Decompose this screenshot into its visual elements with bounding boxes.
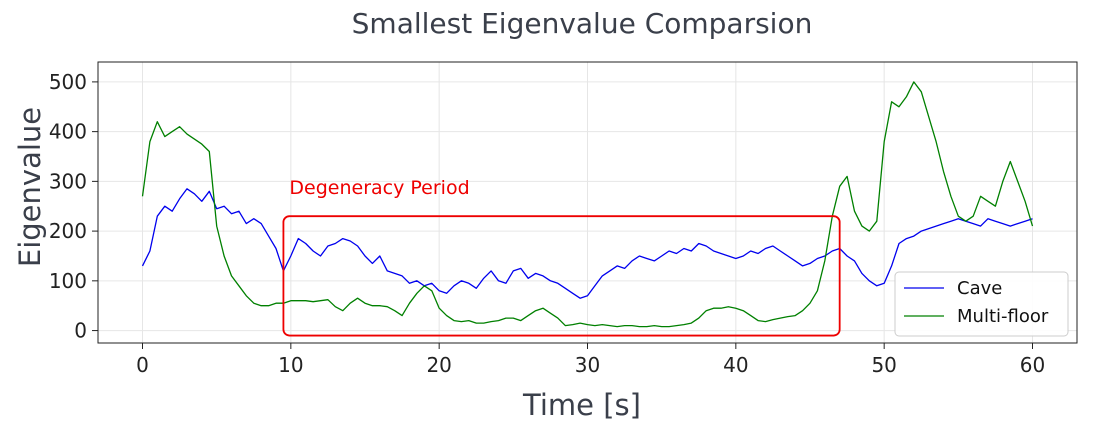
legend: Cave Multi-floor	[894, 271, 1069, 337]
series-group	[141, 81, 1034, 328]
x-axis-label: Time [s]	[522, 388, 641, 422]
y-tick-label: 300	[49, 169, 87, 193]
x-tick-label: 60	[1020, 353, 1045, 377]
chart-title: Smallest Eigenvalue Comparsion	[352, 7, 813, 40]
legend-label-1: Multi-floor	[957, 306, 1049, 327]
series-line-1	[141, 81, 1034, 328]
degeneracy-box	[282, 215, 841, 337]
x-tick-label: 50	[871, 353, 896, 377]
y-tick-label: 0	[74, 319, 87, 343]
series-line-0	[141, 188, 1033, 299]
x-tick-label: 10	[278, 353, 303, 377]
y-axis-label: Eigenvalue	[13, 107, 47, 267]
tick-group: 0 10 20 30 40 50 60 0 100 200 300 400 500	[49, 70, 1045, 377]
x-tick-label: 0	[136, 353, 149, 377]
y-tick-label: 100	[49, 269, 87, 293]
y-tick-label: 400	[49, 120, 87, 144]
annotation-group: Degeneracy Period	[282, 177, 841, 337]
x-tick-label: 40	[723, 353, 748, 377]
y-tick-label: 500	[49, 70, 87, 94]
y-tick-label: 200	[49, 219, 87, 243]
legend-label-0: Cave	[957, 278, 1002, 299]
x-tick-label: 20	[426, 353, 451, 377]
x-tick-label: 30	[575, 353, 600, 377]
degeneracy-label: Degeneracy Period	[289, 177, 469, 199]
